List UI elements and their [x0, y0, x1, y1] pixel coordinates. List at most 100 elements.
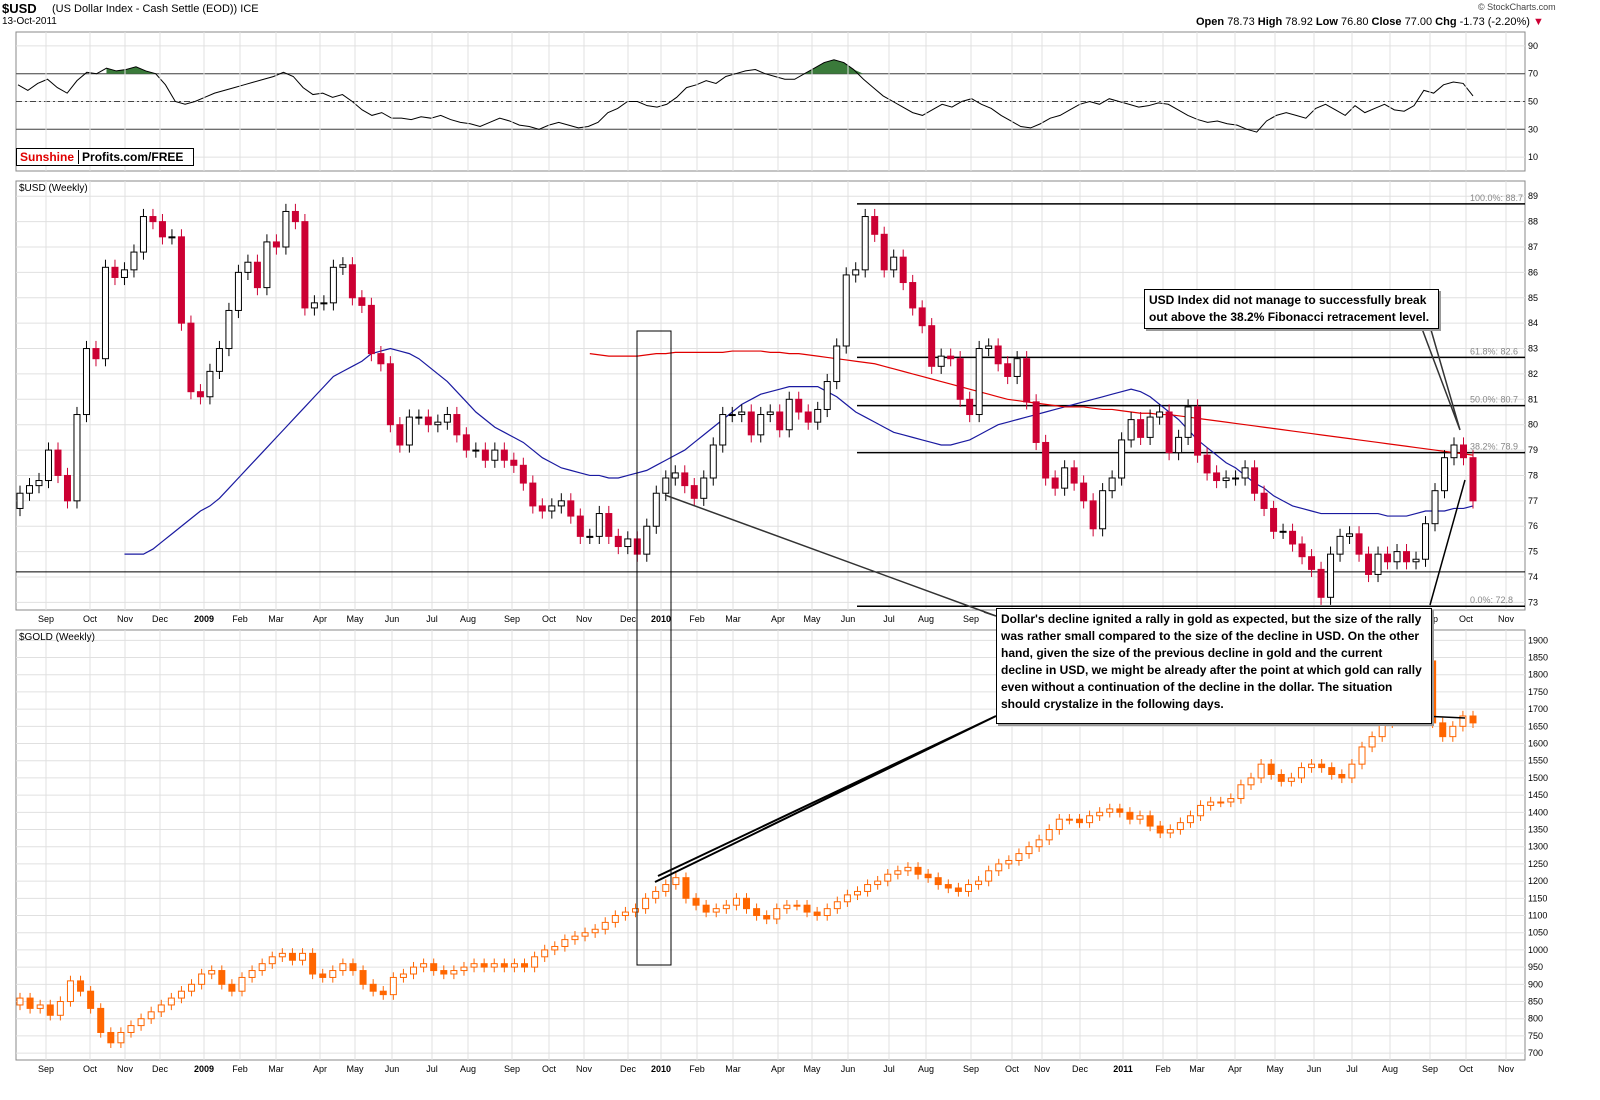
gold-candle-body: [1146, 815, 1154, 827]
gold-candle-body: [1035, 839, 1043, 848]
usd-candle-body: [310, 302, 318, 309]
usd-candle-body: [795, 398, 803, 413]
gold-candle-body: [278, 952, 286, 958]
gold-candle-body: [1459, 715, 1467, 727]
gold-tick-label: 1650: [1528, 721, 1548, 731]
usd-candle-body: [1374, 553, 1382, 575]
gold-candle-body: [985, 870, 993, 882]
gold-candle-body: [66, 980, 74, 1003]
gold-tick-label: 850: [1528, 997, 1543, 1007]
gold-x-tick-label: Jun: [1307, 1064, 1322, 1074]
gold-candle-body: [1308, 763, 1316, 769]
gold-candle-body: [1156, 825, 1164, 834]
usd-candle-body: [1080, 482, 1088, 502]
gold-candle-body: [662, 884, 670, 892]
gold-candle-body: [1287, 777, 1295, 782]
usd-candle-body: [405, 416, 413, 446]
gold-annotation: Dollar's decline ignited a rally in gold…: [996, 608, 1432, 724]
rsi-tick-label: 50: [1528, 97, 1538, 107]
usd-candle-body: [1298, 543, 1306, 558]
usd-candle-body: [861, 216, 869, 271]
usd-candle-body: [567, 500, 575, 517]
usd-candle-body: [1355, 533, 1363, 555]
gold-candle-body: [743, 897, 750, 910]
usd-candle-body: [700, 477, 708, 499]
chart-symbol: $USD: [2, 1, 37, 16]
gold-x-tick-label: Mar: [1189, 1064, 1205, 1074]
usd-candle-body: [1222, 477, 1230, 482]
usd-candle-body: [196, 391, 204, 398]
gold-candle-body: [339, 963, 347, 972]
usd-tick-label: 79: [1528, 445, 1538, 455]
chart-date: 13-Oct-2011: [2, 16, 57, 27]
usd-candle-body: [1270, 507, 1278, 532]
gold-x-tick-label: Feb: [689, 1064, 705, 1074]
gold-candle-body: [1297, 767, 1305, 779]
gold-x-tick-label: Sep: [1422, 1064, 1438, 1074]
gold-tick-label: 1900: [1528, 635, 1548, 645]
usd-candle-body: [975, 348, 983, 416]
gold-candle-body: [258, 963, 266, 972]
gold-candle-body: [1086, 815, 1094, 824]
usd-candle-body: [1099, 490, 1107, 530]
gold-candle-body: [1277, 773, 1285, 782]
gold-candle-body: [56, 1001, 64, 1016]
usd-candle-body: [1317, 568, 1325, 598]
gold-candle-body: [763, 915, 771, 920]
usd-candle-body: [215, 348, 223, 372]
usd-candle-body: [1213, 472, 1221, 482]
usd-tick-label: 75: [1528, 547, 1538, 557]
gold-tick-label: 1500: [1528, 773, 1548, 783]
usd-tick-label: 74: [1528, 572, 1538, 582]
gold-candle-body: [1055, 818, 1063, 831]
usd-candle-body: [576, 515, 584, 537]
gold-candle-body: [36, 1004, 44, 1009]
usd-candle-body: [1175, 436, 1183, 454]
gold-candle-body: [26, 997, 34, 1009]
usd-candle-body: [35, 480, 43, 487]
brand-part2: Profits.com/FREE: [78, 150, 184, 164]
usd-x-tick-label: Dec: [620, 614, 637, 624]
usd-candle-body: [1232, 477, 1240, 480]
gold-candle-body: [1005, 859, 1013, 865]
usd-candle-body: [1346, 533, 1354, 537]
usd-candle-body: [415, 416, 423, 419]
gold-x-tick-label: Nov: [576, 1064, 593, 1074]
gold-candle-body: [359, 970, 367, 985]
gold-candle-body: [682, 877, 690, 899]
gold-x-tick-label: May: [1266, 1064, 1284, 1074]
usd-candle-body: [595, 513, 603, 537]
usd-candle-body: [1013, 358, 1021, 377]
gold-x-tick-label: Jul: [883, 1064, 895, 1074]
usd-candle-body: [63, 474, 71, 502]
gold-candle-body: [924, 873, 932, 879]
gold-candle-body: [87, 990, 95, 1009]
gold-tick-label: 1800: [1528, 670, 1548, 680]
usd-candle-body: [453, 414, 461, 436]
usd-candle-body: [880, 233, 888, 271]
usd-candle-body: [225, 309, 233, 350]
usd-candle-body: [1460, 444, 1468, 459]
usd-candle-body: [1336, 535, 1344, 555]
gold-x-tick-label: Dec: [620, 1064, 637, 1074]
usd-x-tick-label: Nov: [1498, 614, 1515, 624]
gold-candle-body: [157, 1004, 165, 1013]
usd-candle-body: [1450, 444, 1458, 459]
usd-x-tick-label: Mar: [268, 614, 284, 624]
gold-candle-body: [1025, 846, 1033, 855]
gold-candle-body: [450, 970, 458, 975]
usd-x-tick-label: Jun: [841, 614, 856, 624]
usd-x-tick-label: Apr: [313, 614, 327, 624]
usd-candle-body: [1146, 416, 1154, 438]
gold-candle-body: [1257, 763, 1265, 779]
brand-box: Sunshine Profits.com/FREE: [16, 148, 194, 166]
gold-candle-body: [268, 956, 276, 965]
usd-x-tick-label: Mar: [725, 614, 741, 624]
gold-candle-body: [349, 963, 357, 972]
gold-candle-body: [1136, 815, 1144, 820]
gold-tick-label: 1600: [1528, 739, 1548, 749]
gold-candle-body: [1368, 736, 1376, 748]
gold-x-tick-label: Mar: [268, 1064, 284, 1074]
usd-candle-body: [16, 492, 24, 509]
